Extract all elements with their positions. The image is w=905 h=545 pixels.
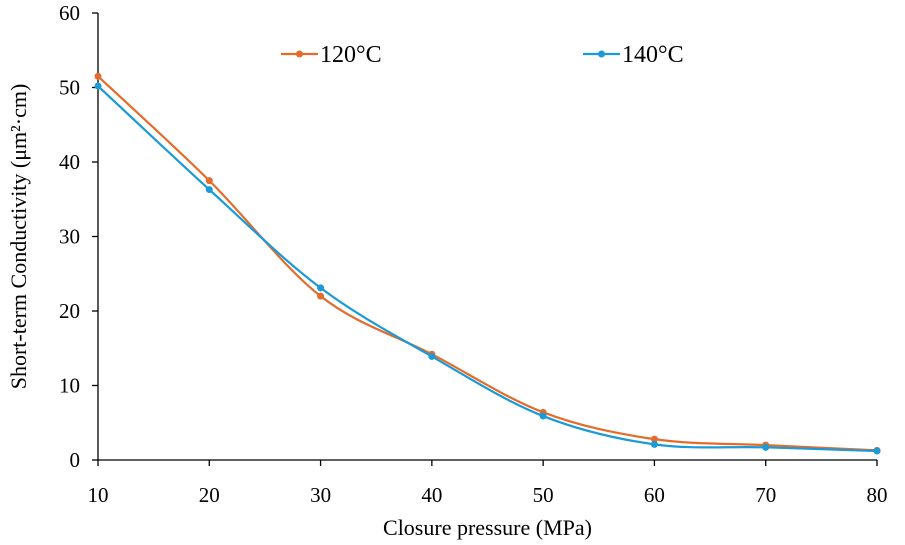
series-line — [97, 75, 878, 452]
legend: 120°C 140°C — [281, 42, 684, 68]
data-point — [762, 443, 770, 451]
data-point — [317, 284, 325, 292]
data-point — [205, 186, 213, 194]
y-tick-label: 10 — [59, 374, 80, 398]
y-ticks: 0 10 20 30 40 50 60 — [59, 1, 98, 472]
legend-label: 140°C — [622, 42, 684, 68]
data-point — [873, 447, 881, 455]
series-1 — [94, 82, 881, 455]
legend-swatch-marker — [598, 50, 605, 58]
legend-item-140: 140°C — [583, 42, 684, 68]
x-tick-label: 50 — [533, 483, 554, 507]
axes — [97, 13, 877, 461]
x-tick-label: 20 — [199, 483, 220, 507]
data-point — [650, 440, 658, 448]
legend-swatch-marker — [296, 50, 303, 58]
x-tick-label: 40 — [421, 483, 442, 507]
y-tick-label: 0 — [70, 448, 81, 472]
series-layer — [94, 72, 881, 455]
legend-label: 120°C — [320, 42, 382, 68]
y-tick-label: 60 — [59, 1, 80, 25]
data-point — [317, 292, 325, 300]
y-tick-label: 20 — [59, 299, 80, 323]
x-axis-title: Closure pressure (MPa) — [383, 515, 592, 540]
series-0 — [94, 72, 881, 454]
x-tick-label: 70 — [755, 483, 776, 507]
series-line — [97, 85, 878, 453]
y-tick-label: 50 — [59, 76, 80, 100]
data-point — [428, 352, 436, 360]
x-tick-label: 30 — [310, 483, 331, 507]
x-ticks: 10 20 30 40 50 60 70 80 — [88, 460, 888, 507]
x-tick-label: 80 — [867, 483, 888, 507]
y-axis-title: Short-term Conductivity (μm²·cm) — [6, 84, 31, 390]
y-tick-label: 40 — [59, 150, 80, 174]
data-point — [94, 72, 102, 80]
x-tick-label: 10 — [88, 483, 109, 507]
data-point — [650, 435, 658, 443]
legend-item-120: 120°C — [281, 42, 382, 68]
data-point — [94, 82, 102, 90]
data-point — [205, 177, 213, 185]
y-tick-label: 30 — [59, 225, 80, 249]
data-point — [539, 412, 547, 420]
x-tick-label: 60 — [644, 483, 665, 507]
